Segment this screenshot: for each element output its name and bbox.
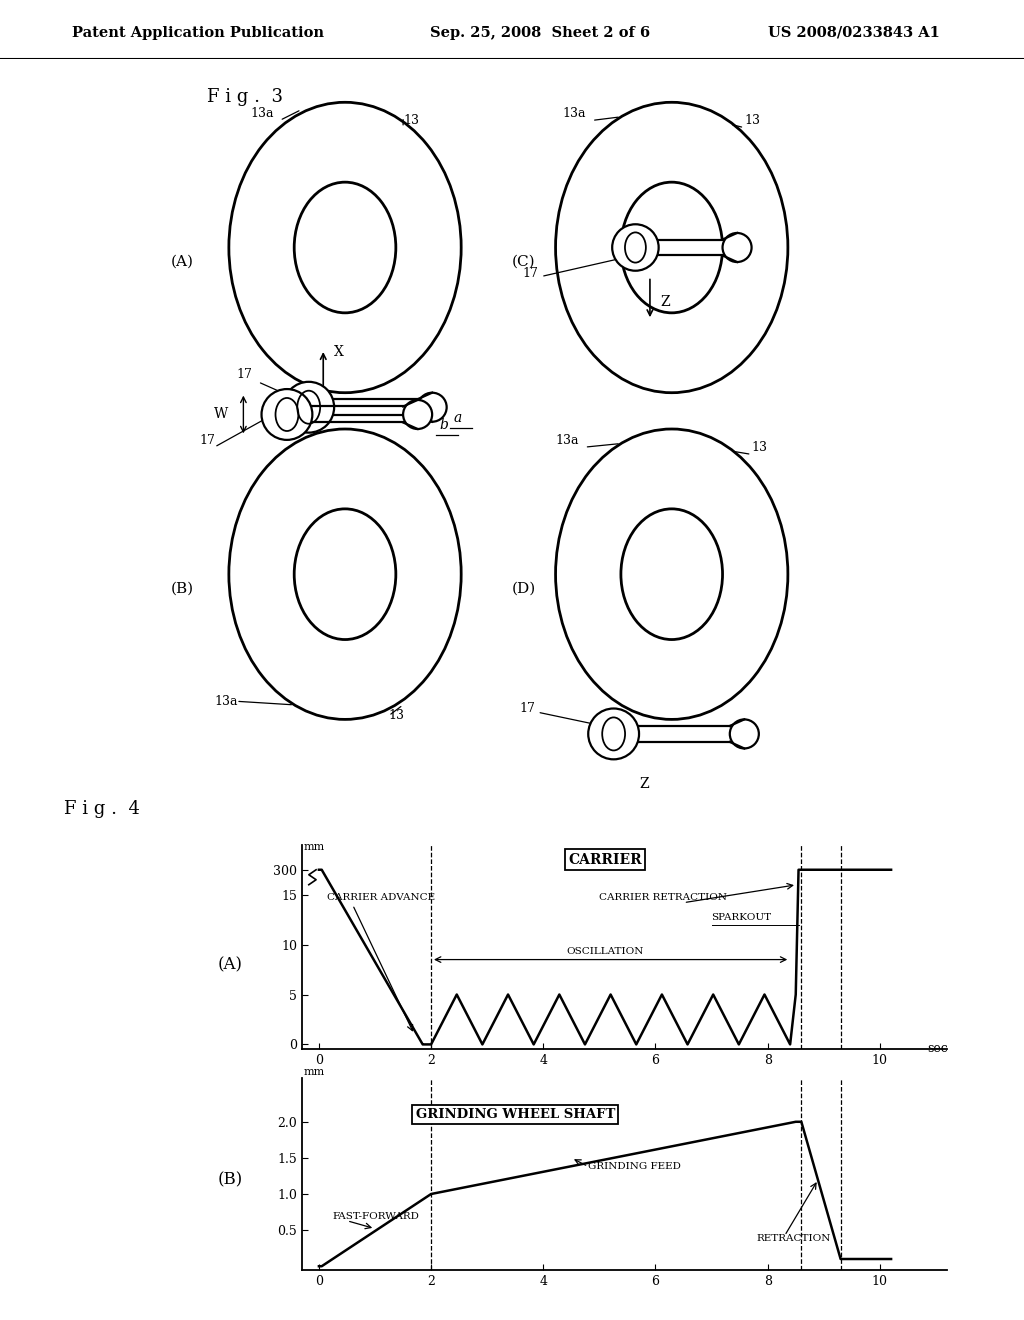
Text: 13a: 13a bbox=[563, 107, 587, 120]
Text: Z: Z bbox=[660, 294, 671, 309]
Text: b: b bbox=[439, 418, 449, 432]
Polygon shape bbox=[639, 726, 730, 742]
Text: 17: 17 bbox=[523, 267, 539, 280]
Text: (D): (D) bbox=[512, 582, 537, 595]
Text: RETRACTION: RETRACTION bbox=[757, 1234, 830, 1243]
Text: 13: 13 bbox=[744, 114, 760, 127]
Text: 13a: 13a bbox=[556, 433, 579, 446]
Text: (A): (A) bbox=[171, 255, 194, 269]
Text: (B): (B) bbox=[218, 1171, 243, 1188]
Ellipse shape bbox=[261, 389, 312, 440]
Ellipse shape bbox=[612, 224, 658, 271]
Text: a: a bbox=[454, 411, 462, 425]
Text: 17: 17 bbox=[519, 702, 536, 715]
Text: Sep. 25, 2008  Sheet 2 of 6: Sep. 25, 2008 Sheet 2 of 6 bbox=[430, 26, 650, 40]
Text: 13a: 13a bbox=[251, 107, 274, 120]
Text: 13: 13 bbox=[388, 709, 404, 722]
Text: (C): (C) bbox=[512, 255, 536, 269]
Text: sec: sec bbox=[928, 1043, 948, 1056]
Text: 17: 17 bbox=[200, 433, 216, 446]
Text: OSCILLATION: OSCILLATION bbox=[566, 946, 644, 956]
Text: US 2008/0233843 A1: US 2008/0233843 A1 bbox=[768, 26, 940, 40]
Ellipse shape bbox=[730, 719, 759, 748]
Text: 17: 17 bbox=[237, 368, 252, 381]
Text: SPARKOUT: SPARKOUT bbox=[712, 912, 772, 921]
Ellipse shape bbox=[403, 400, 432, 429]
Polygon shape bbox=[312, 407, 403, 422]
Text: (B): (B) bbox=[171, 582, 194, 595]
Text: FAST-FORWARD: FAST-FORWARD bbox=[333, 1212, 420, 1221]
Text: F i g .  3: F i g . 3 bbox=[207, 87, 283, 106]
Text: 13: 13 bbox=[752, 441, 768, 454]
Text: Z: Z bbox=[639, 777, 648, 792]
Polygon shape bbox=[334, 399, 418, 416]
Text: (A): (A) bbox=[218, 956, 243, 973]
Text: CARRIER ADVANCE: CARRIER ADVANCE bbox=[328, 892, 435, 902]
Ellipse shape bbox=[588, 709, 639, 759]
Text: X: X bbox=[334, 346, 344, 359]
Text: mm: mm bbox=[303, 842, 325, 851]
Text: 13: 13 bbox=[403, 114, 419, 127]
Text: W: W bbox=[214, 408, 228, 421]
Text: CARRIER: CARRIER bbox=[568, 853, 642, 867]
Ellipse shape bbox=[284, 381, 334, 433]
Text: GRINDING FEED: GRINDING FEED bbox=[588, 1162, 681, 1171]
Text: Patent Application Publication: Patent Application Publication bbox=[72, 26, 324, 40]
Text: 13a: 13a bbox=[214, 694, 238, 708]
Text: GRINDING WHEEL SHAFT: GRINDING WHEEL SHAFT bbox=[416, 1107, 615, 1121]
Polygon shape bbox=[658, 239, 723, 256]
Text: CARRIER RETRACTION: CARRIER RETRACTION bbox=[599, 892, 727, 902]
Ellipse shape bbox=[418, 393, 446, 422]
Ellipse shape bbox=[723, 232, 752, 261]
Text: mm: mm bbox=[303, 1067, 325, 1077]
Text: F i g .  4: F i g . 4 bbox=[63, 800, 140, 817]
